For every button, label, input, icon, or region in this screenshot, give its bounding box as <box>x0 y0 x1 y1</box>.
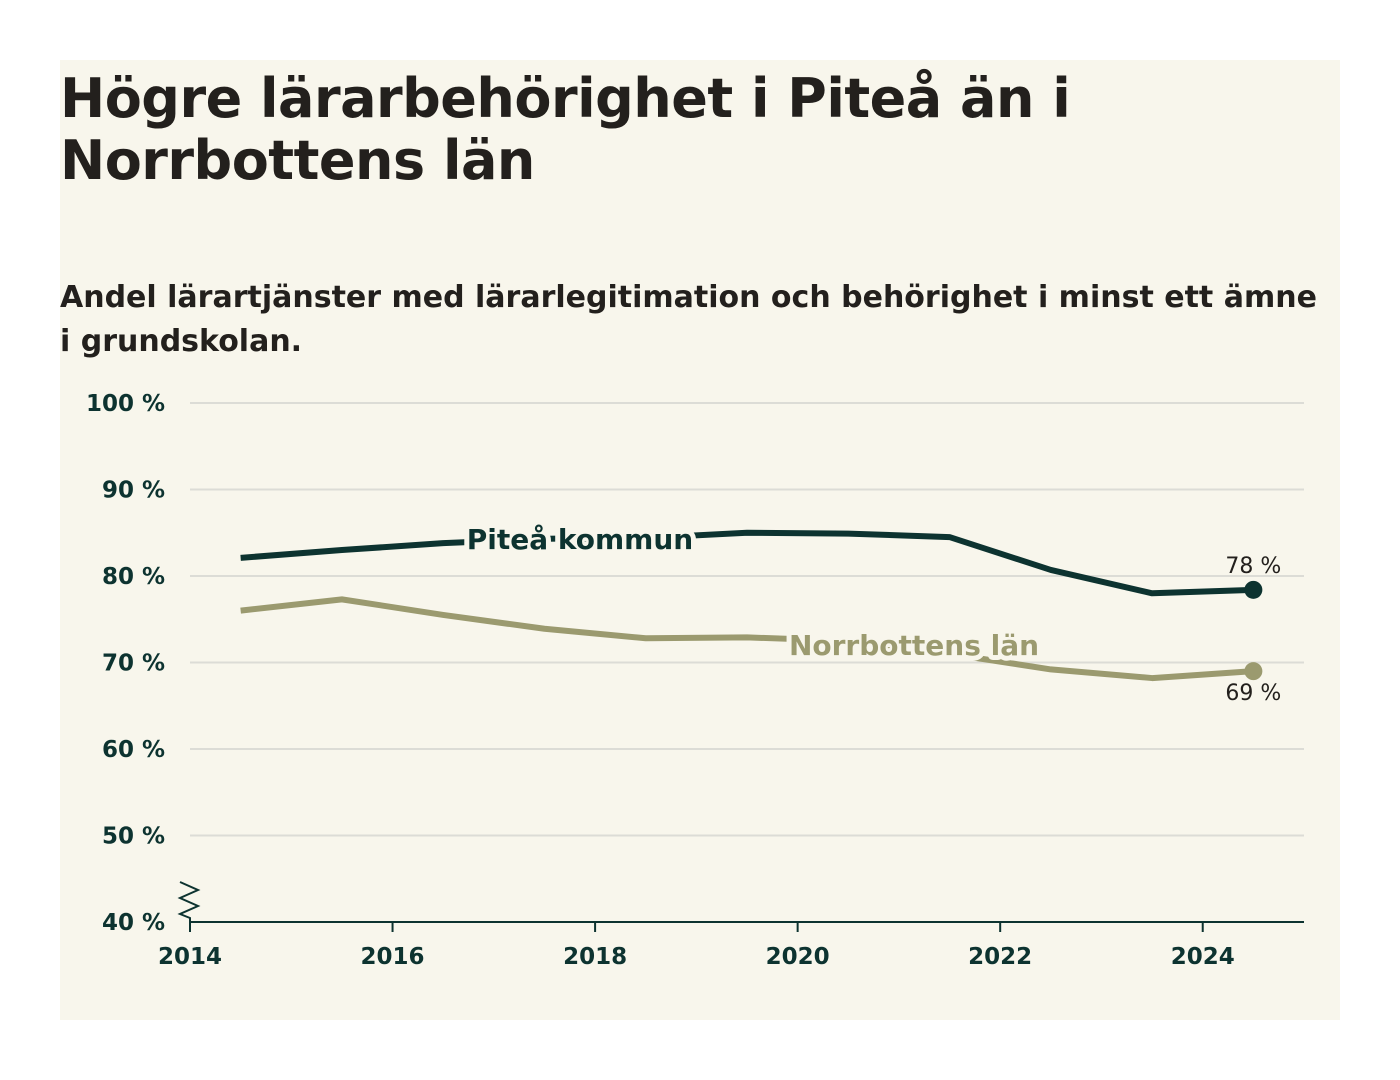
series-line-pitea <box>240 529 1254 597</box>
x-tick-label: 2020 <box>766 944 830 970</box>
axis-break-icon <box>177 881 201 922</box>
series-line-norrbotten <box>240 596 1254 682</box>
chart-card <box>60 60 1340 1020</box>
y-tick-label: 80 % <box>102 564 165 590</box>
y-tick-label: 40 % <box>102 910 165 936</box>
end-point-pitea <box>1244 580 1263 599</box>
y-tick-label: 50 % <box>102 824 165 850</box>
x-tick-label: 2024 <box>1171 944 1235 970</box>
series-label-pitea: Piteå kommun <box>467 523 693 556</box>
x-tick-label: 2016 <box>361 944 425 970</box>
y-tick-label: 100 % <box>86 391 165 417</box>
end-value-label-norrbotten: 69 % <box>1225 681 1281 706</box>
end-value-label-pitea: 78 % <box>1225 554 1281 579</box>
x-tick-label: 2014 <box>158 944 222 970</box>
chart-title: Högre lärarbehörighet i Piteå än i Norrb… <box>60 67 1071 192</box>
y-tick-label: 90 % <box>102 478 165 504</box>
y-tick-label: 70 % <box>102 651 165 677</box>
end-point-norrbotten <box>1244 662 1263 681</box>
y-tick-label: 60 % <box>102 737 165 763</box>
series-label-norrbotten: Norrbottens län <box>789 629 1039 662</box>
x-tick-label: 2022 <box>968 944 1032 970</box>
chart-subtitle: Andel lärartjänster med lärarlegitimatio… <box>60 280 1317 359</box>
x-tick-label: 2018 <box>563 944 627 970</box>
